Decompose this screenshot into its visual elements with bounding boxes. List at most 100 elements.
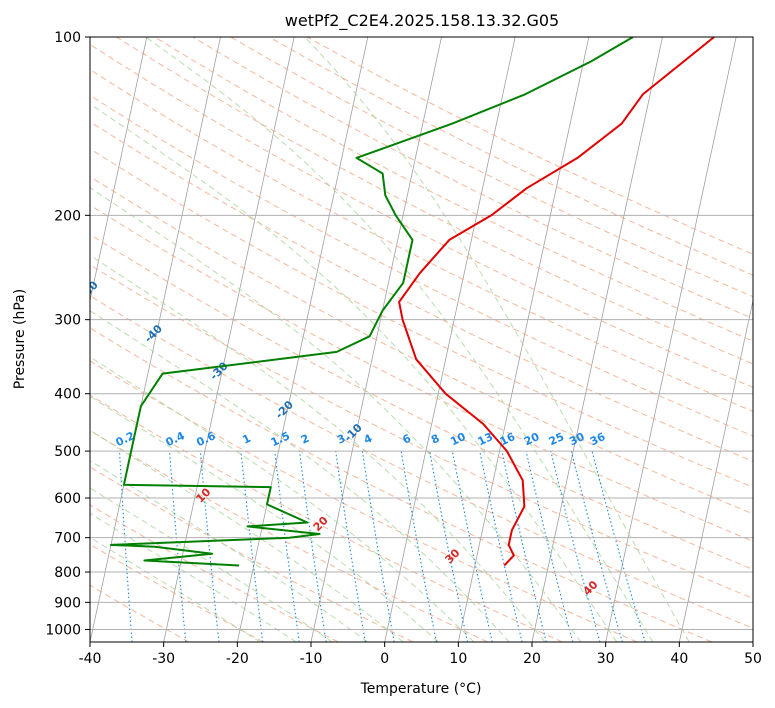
y-tick-label: 800 — [54, 565, 81, 581]
mixing-ratio-line — [335, 451, 366, 642]
isotherm-line — [90, 37, 148, 303]
isotherm-line — [90, 37, 221, 642]
dry-adiabat-line — [116, 37, 753, 365]
mixing-ratio-label: 8 — [429, 432, 441, 447]
plot-frame — [89, 36, 754, 643]
mixing-ratio-label: 4 — [362, 432, 375, 447]
mixing-ratio-line — [400, 451, 437, 642]
x-tick-label: -20 — [226, 651, 249, 667]
moist-adiabat-line — [90, 395, 439, 642]
dry-adiabat-line — [90, 264, 753, 600]
y-tick-label: 400 — [54, 387, 81, 403]
dry-adiabat-label: 30 — [443, 546, 463, 566]
y-tick-label: 500 — [54, 444, 81, 460]
isotherm-line — [605, 37, 737, 642]
mixing-ratio-line — [451, 450, 493, 642]
isotherm-line — [384, 37, 516, 642]
mixing-ratio-label: 36 — [588, 430, 608, 448]
dry-adiabat-label: 40 — [581, 578, 601, 598]
isotherm-label: -50 — [78, 278, 101, 301]
temperature-profile-line — [398, 37, 715, 567]
isotherm-label: -30 — [207, 359, 230, 382]
mixing-ratio-line — [429, 451, 469, 642]
pressure-grid — [90, 37, 753, 630]
mixing-ratio-label: 0.4 — [164, 429, 187, 449]
dry-adiabat-line — [90, 543, 264, 642]
y-tick-label: 300 — [54, 313, 81, 329]
x-tick-label: 40 — [670, 651, 688, 667]
moist-adiabat-line — [90, 487, 333, 642]
mixing-ratio-line — [501, 450, 547, 642]
mixing-ratio-label: 16 — [498, 430, 518, 448]
dry-adiabat-line — [90, 175, 753, 515]
mixing-ratio-label: 6 — [401, 432, 414, 447]
dry-adiabat-line — [90, 204, 753, 542]
x-axis-ticks: -40 -30 -20 -10 0 10 20 30 40 50 — [79, 642, 762, 667]
mixing-ratio-label: 1 — [240, 432, 252, 447]
moist-adiabat-line — [90, 187, 582, 642]
isotherm-line — [236, 37, 369, 642]
moist-adiabat-line — [90, 103, 618, 642]
moist-adiabat-line — [90, 310, 510, 642]
x-tick-label: 50 — [744, 651, 762, 667]
moist-adiabat-line — [90, 429, 404, 642]
dry-adiabat-line — [90, 148, 753, 488]
moist-adiabat-line — [90, 356, 475, 642]
y-axis-label: Pressure (hPa) — [12, 289, 28, 389]
x-tick-label: -40 — [79, 651, 102, 667]
moist-adiabat-line — [90, 536, 261, 642]
y-tick-label: 700 — [54, 531, 81, 547]
x-axis-label: Temperature (°C) — [360, 681, 482, 697]
dry-adiabat-line — [90, 504, 339, 642]
isotherm-line — [531, 37, 663, 642]
isotherm-label: -40 — [142, 322, 165, 345]
x-tick-label: 0 — [380, 651, 389, 667]
mixing-ratio-label: 25 — [547, 430, 566, 448]
dry-adiabat-line — [306, 37, 753, 255]
y-tick-label: 1000 — [45, 622, 81, 638]
dry-adiabat-label: 20 — [311, 514, 331, 534]
moist-adiabat-line — [304, 37, 690, 642]
x-tick-label: 30 — [597, 651, 615, 667]
y-axis-ticks: 1000 900 800 700 600 500 400 300 200 100 — [45, 30, 90, 638]
y-tick-label: 100 — [54, 30, 81, 46]
moist-adiabat-line — [145, 37, 654, 642]
mixing-ratio-line — [274, 451, 300, 642]
y-tick-label: 600 — [54, 491, 81, 507]
dry-adiabat-line — [90, 43, 753, 388]
dry-adiabat-line — [154, 37, 753, 342]
mixing-ratio-line — [525, 450, 574, 642]
y-tick-label: 900 — [54, 595, 81, 611]
y-tick-label: 200 — [54, 208, 81, 224]
dry-adiabat-line — [90, 466, 414, 642]
isotherm-line — [457, 37, 590, 642]
profile-lines — [109, 37, 715, 567]
moist-adiabat-line — [90, 254, 546, 642]
mixing-ratio-line — [550, 450, 601, 642]
x-tick-label: 10 — [449, 651, 467, 667]
mixing-ratio-label: 30 — [567, 430, 587, 448]
dry-adiabat-line — [90, 121, 753, 462]
x-tick-label: 20 — [523, 651, 541, 667]
mixing-ratio-label: 10 — [448, 430, 468, 448]
background-lines: 0.1 0.2 0.4 0.6 1 1.5 2 3 4 6 8 10 13 16 20 25 30 36 — [90, 37, 753, 642]
dewpoint-profile-line — [109, 37, 634, 567]
mixing-ratio-label: 0.6 — [194, 429, 217, 449]
dry-adiabat-line — [90, 429, 488, 642]
dry-adiabat-line — [90, 394, 563, 642]
mixing-ratio-line — [199, 451, 220, 642]
dry-adiabat-line — [90, 327, 712, 642]
isotherm-line — [752, 640, 753, 642]
isotherm-line — [678, 298, 753, 642]
isotherm-label: -20 — [273, 398, 296, 421]
dry-adiabat-line — [90, 94, 753, 437]
x-tick-label: -10 — [300, 651, 323, 667]
x-tick-label: -30 — [152, 651, 175, 667]
mixing-ratio-label: 13 — [476, 430, 495, 448]
dry-adiabat-line — [230, 37, 753, 298]
mixing-ratio-label: 2 — [299, 432, 311, 447]
mixing-ratio-line — [298, 451, 327, 642]
mixing-ratio-label: 20 — [522, 430, 542, 448]
